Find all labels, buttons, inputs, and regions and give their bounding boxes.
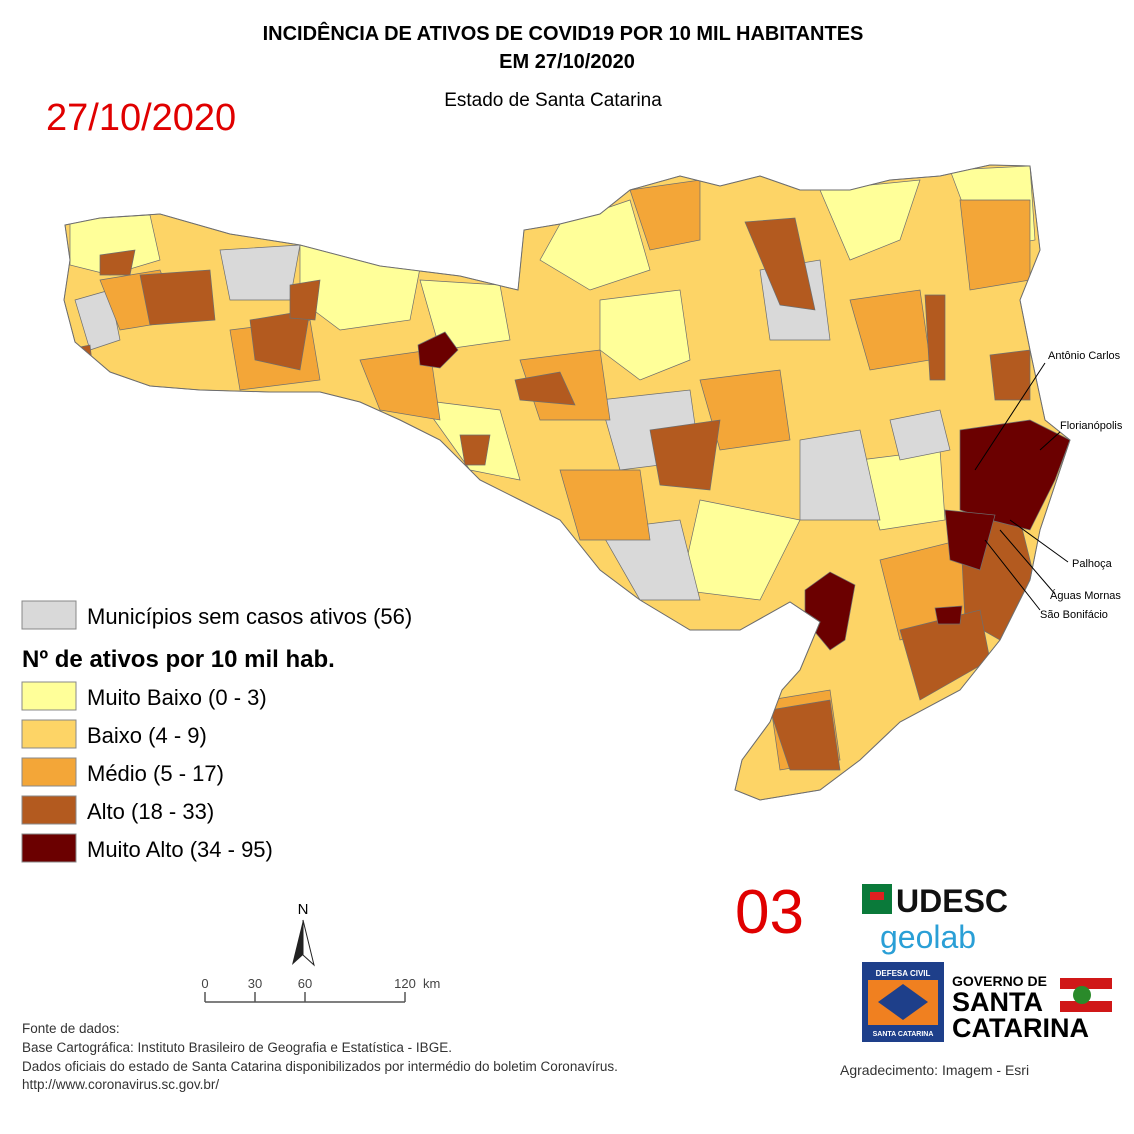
municipality (139, 269, 216, 326)
page-number: 03 (735, 878, 804, 947)
legend-swatch (21, 795, 77, 825)
municipality (599, 289, 691, 381)
governo-logo: GOVERNO DE (952, 973, 1047, 989)
callout-lines (974, 362, 1069, 611)
date-stamp: 27/10/2020 (46, 97, 236, 139)
legend-swatch (21, 833, 77, 863)
municipality (419, 279, 511, 351)
municipality (959, 199, 1031, 291)
municipality (359, 349, 441, 421)
municipality (289, 279, 321, 321)
scale-bar: N 0 30 60 120 km (201, 901, 440, 1003)
municipality (514, 371, 576, 406)
legend-label: Alto (18 - 33) (87, 799, 214, 824)
municipality (74, 289, 121, 351)
scale-label: 0 (201, 976, 208, 991)
map-label: Águas Mornas (1050, 589, 1121, 602)
map-label: Antônio Carlos (1048, 350, 1121, 362)
north-label: N (298, 901, 309, 918)
legend-label: Baixo (4 - 9) (87, 723, 207, 748)
municipality (219, 244, 301, 301)
logos: UDESC geolab DEFESA CIVIL SANTA CATARINA… (862, 883, 1112, 1043)
municipality (934, 605, 963, 625)
source-line: Base Cartográfica: Instituto Brasileiro … (22, 1040, 452, 1055)
source-line: http://www.coronavirus.sc.gov.br/ (22, 1077, 219, 1092)
scale-unit: km (423, 976, 440, 991)
udesc-icon (870, 892, 884, 900)
legend-label: Muito Baixo (0 - 3) (87, 685, 267, 710)
map-label: Florianópolis (1060, 420, 1123, 432)
governo-logo: SANTA (952, 987, 1043, 1017)
subtitle: Estado de Santa Catarina (444, 90, 662, 111)
source-line: Dados oficiais do estado de Santa Catari… (22, 1059, 618, 1074)
legend: Municípios sem casos ativos (56) Nº de a… (21, 600, 412, 863)
legend-label: Muito Alto (34 - 95) (87, 837, 273, 862)
source-heading: Fonte de dados: (22, 1021, 120, 1036)
map: Antônio Carlos Florianópolis Palhoça Águ… (63, 164, 1123, 801)
legend-swatch (21, 600, 77, 630)
municipality (417, 331, 459, 369)
sources: Fonte de dados: Base Cartográfica: Insti… (22, 1021, 618, 1092)
municipality (924, 294, 946, 381)
defesa-civil-text: DEFESA CIVIL (876, 969, 931, 978)
title: EM 27/10/2020 (499, 51, 635, 73)
governo-logo: CATARINA (952, 1013, 1089, 1043)
municipality (799, 429, 881, 521)
defesa-civil-text: SANTA CATARINA (873, 1031, 934, 1038)
legend-title: Nº de ativos por 10 mil hab. (22, 646, 335, 673)
legend-swatch (21, 719, 77, 749)
geolab-logo: geolab (880, 919, 976, 955)
municipality (649, 419, 721, 491)
map-label: Palhoça (1072, 558, 1113, 570)
legend-label: Municípios sem casos ativos (56) (87, 604, 412, 629)
flag (1073, 986, 1091, 1004)
north-arrow (302, 919, 315, 967)
municipality (944, 509, 996, 571)
legend-label: Médio (5 - 17) (87, 761, 224, 786)
scale-label: 30 (248, 976, 262, 991)
municipality (769, 699, 841, 771)
municipality (99, 249, 136, 276)
scale-label: 60 (298, 976, 312, 991)
scale-label: 120 (394, 976, 416, 991)
defesa-civil-logo (878, 984, 928, 1020)
municipality (459, 434, 491, 466)
municipality (559, 469, 651, 541)
north-arrow (292, 920, 303, 965)
municipality (989, 349, 1031, 401)
municipality (889, 409, 951, 461)
legend-swatch (21, 681, 77, 711)
map-label: São Bonifácio (1040, 609, 1108, 621)
legend-swatch (21, 757, 77, 787)
udesc-logo: UDESC (896, 883, 1008, 919)
credit: Agradecimento: Imagem - Esri (840, 1062, 1029, 1078)
municipality (819, 179, 921, 261)
municipality (629, 179, 701, 251)
municipality (744, 217, 816, 311)
title: INCIDÊNCIA DE ATIVOS DE COVID19 POR 10 M… (263, 21, 864, 45)
